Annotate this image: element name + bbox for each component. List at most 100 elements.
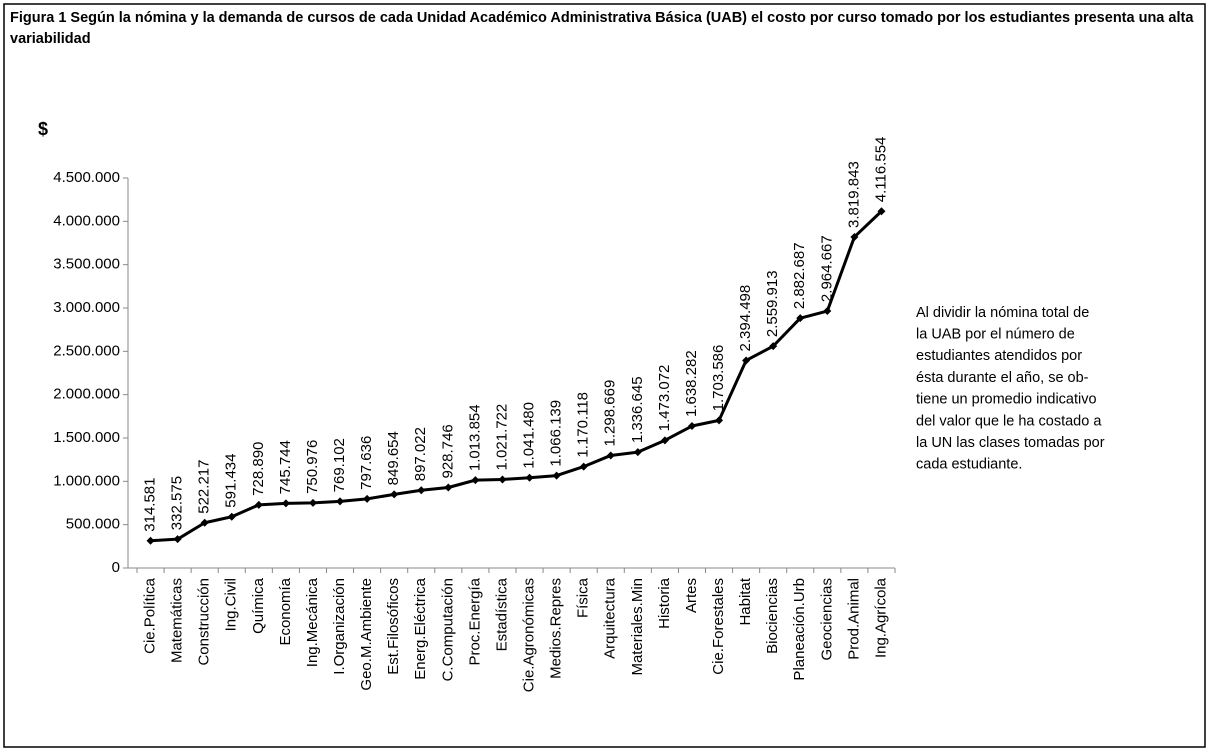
annotation: la UN las clases tomadas por (916, 435, 1105, 451)
y-tick-label: 0 (112, 559, 120, 576)
value-label: 745.744 (277, 440, 294, 494)
x-tick-label: Cie.Política (142, 577, 159, 654)
marker (390, 490, 399, 499)
x-tick-label: Biociencias (764, 578, 781, 654)
marker (308, 498, 317, 507)
y-tick-label: 2.500.000 (53, 342, 120, 359)
frame (3, 3, 1206, 748)
annotation: tiene un promedio indicativo (916, 392, 1097, 408)
x-tick-label: Cie.Forestales (710, 578, 727, 675)
x-tick-label: Materiales.Min (629, 578, 646, 676)
marker (687, 422, 696, 431)
y-tick-label: 4.500.000 (53, 169, 120, 186)
marker (850, 232, 859, 241)
marker (769, 342, 778, 351)
y-tick-label: 500.000 (66, 516, 120, 533)
y-axis-label: $ (38, 119, 48, 139)
value-label: 1.021.722 (493, 404, 510, 471)
annotation: del valor que le ha costado a (916, 413, 1102, 429)
marker (498, 475, 507, 484)
y-tick-label: 3.000.000 (53, 299, 120, 316)
value-label: 332.575 (169, 476, 186, 530)
marker (173, 535, 182, 544)
x-tick-label: I.Organización (331, 578, 348, 675)
value-label: 1.336.645 (629, 376, 646, 443)
x-tick-label: Ing.Civil (223, 578, 240, 631)
value-label: 1.473.072 (656, 365, 673, 432)
value-label: 1.066.139 (548, 400, 565, 467)
value-label: 849.654 (385, 431, 402, 485)
x-tick-label: Est.Filosóficos (385, 578, 402, 675)
x-tick-label: Energ.Eléctrica (412, 577, 429, 679)
value-label: 1.703.586 (710, 345, 727, 412)
marker (660, 436, 669, 445)
marker (552, 471, 561, 480)
marker (227, 512, 236, 521)
annotation: cada estudiante. (916, 457, 1022, 473)
annotation: Al dividir la nómina total de (916, 305, 1089, 321)
x-tick-label: Química (250, 577, 267, 634)
x-tick-label: Economía (277, 577, 294, 645)
value-label: 2.394.498 (737, 285, 754, 352)
marker (606, 451, 615, 460)
marker (363, 494, 372, 503)
value-label: 1.041.480 (521, 402, 538, 469)
x-tick-label: Ing.Mecánica (304, 577, 321, 667)
x-tick-label: Artes (683, 578, 700, 613)
x-tick-label: Medios.Repres (548, 578, 565, 679)
marker (417, 486, 426, 495)
marker (336, 497, 345, 506)
marker (281, 499, 290, 508)
marker (742, 356, 751, 365)
marker (200, 518, 209, 527)
y-tick-label: 1.500.000 (53, 429, 120, 446)
value-label: 2.882.687 (791, 242, 808, 309)
x-tick-label: Estadística (493, 577, 510, 651)
x-tick-label: Arquitectura (602, 577, 619, 659)
x-tick-label: Historia (656, 577, 673, 629)
y-tick-label: 3.500.000 (53, 256, 120, 273)
value-label: 797.636 (358, 436, 375, 490)
value-label: 750.976 (304, 440, 321, 494)
x-tick-label: Geociencias (818, 578, 835, 661)
value-label: 897.022 (412, 427, 429, 481)
marker (146, 536, 155, 545)
value-label: 1.638.282 (683, 350, 700, 417)
x-tick-label: C.Computación (439, 578, 456, 681)
value-label: 4.116.554 (872, 137, 889, 203)
value-label: 522.217 (196, 460, 213, 514)
marker (525, 473, 534, 482)
y-tick-label: 1.000.000 (53, 472, 120, 489)
annotation: la UAB por el número de (916, 327, 1075, 343)
y-tick-label: 4.000.000 (53, 212, 120, 229)
value-label: 2.559.913 (764, 270, 781, 337)
marker (823, 307, 832, 316)
value-label: 728.890 (250, 442, 267, 496)
value-label: 1.298.669 (602, 380, 619, 447)
x-tick-label: Matemáticas (169, 578, 186, 663)
x-tick-label: Ing.Agrícola (872, 577, 889, 658)
marker (579, 462, 588, 471)
marker (471, 476, 480, 485)
marker (633, 448, 642, 457)
marker (796, 314, 805, 323)
value-label: 3.819.843 (845, 161, 862, 228)
value-label: 1.170.118 (575, 392, 592, 458)
value-label: 2.964.667 (818, 235, 835, 302)
value-label: 928.746 (439, 424, 456, 478)
marker (877, 207, 886, 216)
value-label: 769.102 (331, 438, 348, 492)
x-tick-label: Planeación.Urb (791, 578, 808, 681)
chart-title: Figura 1 Según la nómina y la demanda de… (10, 10, 1194, 47)
x-tick-label: Física (575, 577, 592, 618)
x-tick-label: Proc.Energía (466, 577, 483, 665)
x-tick-label: Cie.Agronómicas (521, 578, 538, 692)
x-tick-label: Geo.M.Ambiente (358, 578, 375, 691)
annotation: estudiantes atendidos por (916, 348, 1082, 364)
x-tick-label: Habitat (737, 577, 754, 625)
marker (444, 483, 453, 492)
value-label: 591.434 (223, 454, 240, 508)
value-label: 314.581 (142, 478, 159, 532)
